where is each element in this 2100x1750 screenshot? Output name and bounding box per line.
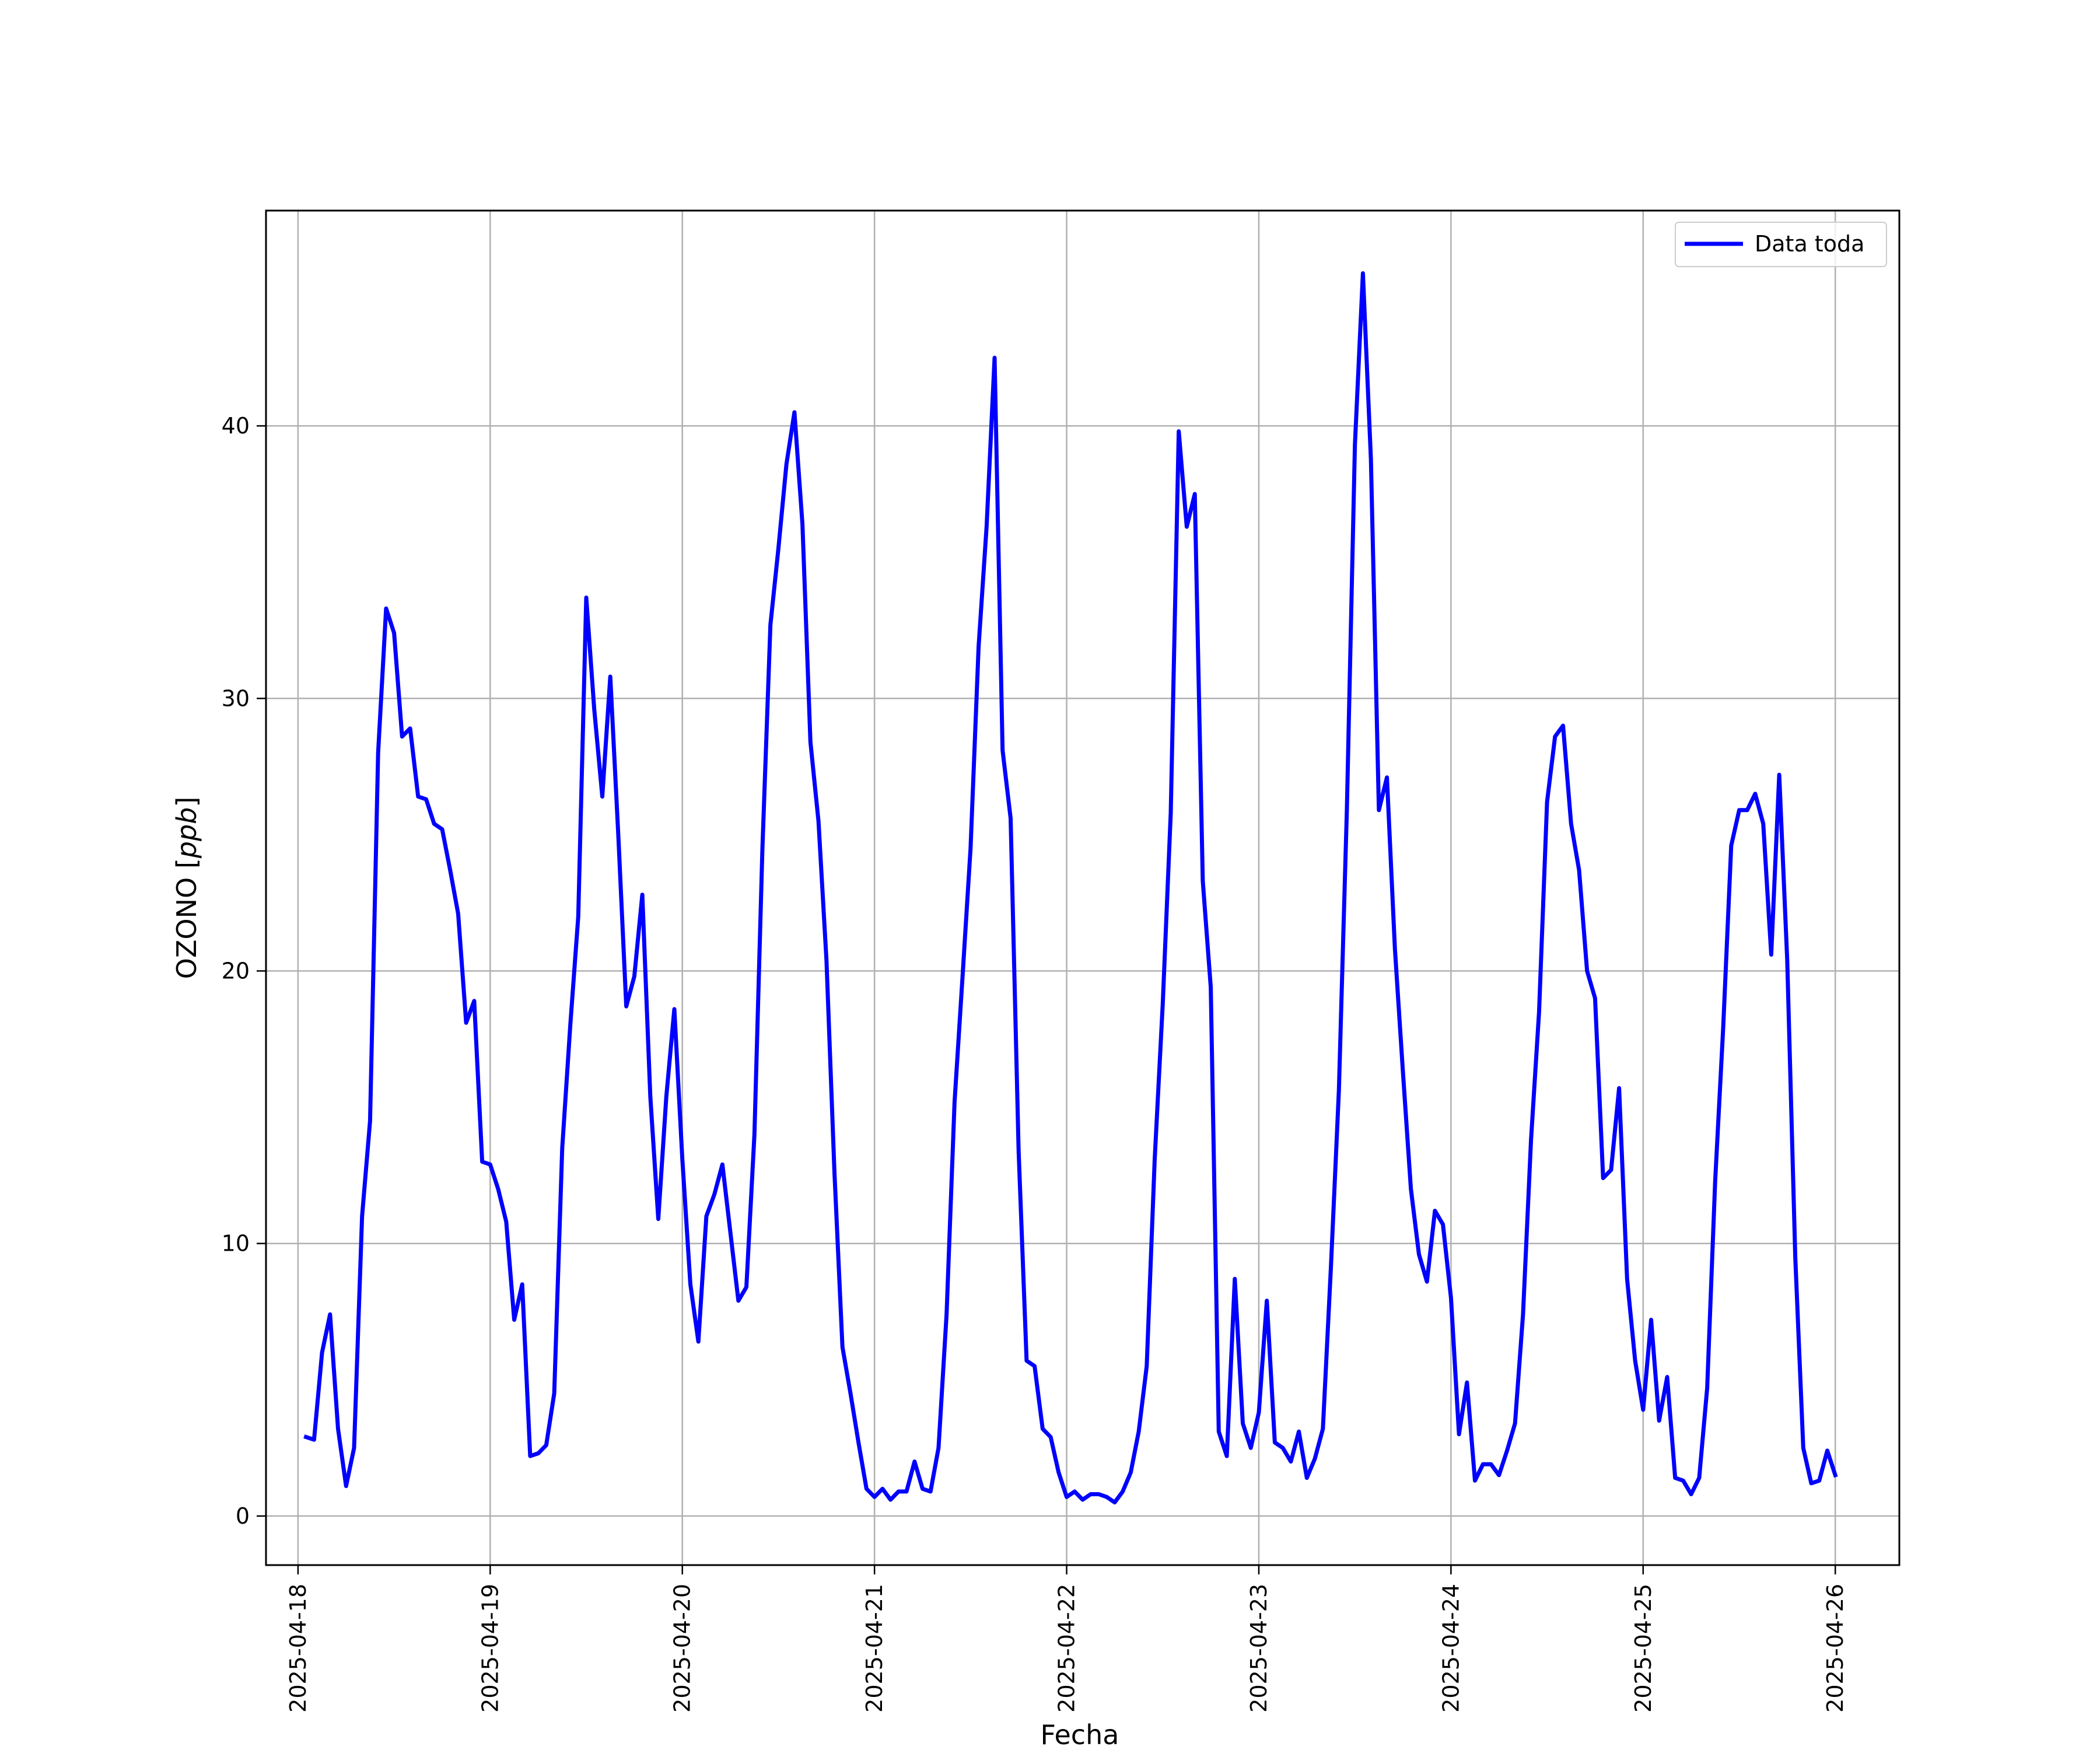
y-tick-label: 0 (236, 1503, 250, 1529)
plot-frame (265, 209, 1901, 1566)
x-tick-label: 2025-04-25 (1630, 1584, 1656, 1713)
y-tick-label: 10 (222, 1231, 250, 1256)
x-tick-label: 2025-04-18 (285, 1584, 311, 1713)
y-tick-label: 40 (222, 413, 250, 439)
y-tick-label: 30 (222, 685, 250, 711)
legend-label-data-toda: Data toda (1755, 231, 1864, 257)
x-tick-label: 2025-04-23 (1246, 1584, 1272, 1713)
axis-ticks: 2025-04-18 2025-04-19 2025-04-20 2025-04-21… (222, 413, 1849, 1713)
y-axis-title: OZONO [ppb] (171, 797, 202, 979)
series-line-0 (303, 271, 1838, 1504)
x-tick-label: 2025-04-20 (670, 1584, 695, 1713)
x-tick-label: 2025-04-22 (1054, 1584, 1080, 1713)
x-axis-title: Fecha (1041, 1719, 1119, 1750)
x-tick-label: 2025-04-21 (862, 1584, 887, 1713)
y-tick-label: 20 (222, 958, 250, 984)
legend-box (1675, 222, 1887, 267)
x-tick-label: 2025-04-24 (1438, 1584, 1464, 1713)
x-tick-label: 2025-04-26 (1822, 1584, 1848, 1713)
series-layer (303, 271, 1838, 1504)
x-tick-label: 2025-04-19 (477, 1584, 503, 1713)
legend: Data toda (1675, 222, 1887, 267)
